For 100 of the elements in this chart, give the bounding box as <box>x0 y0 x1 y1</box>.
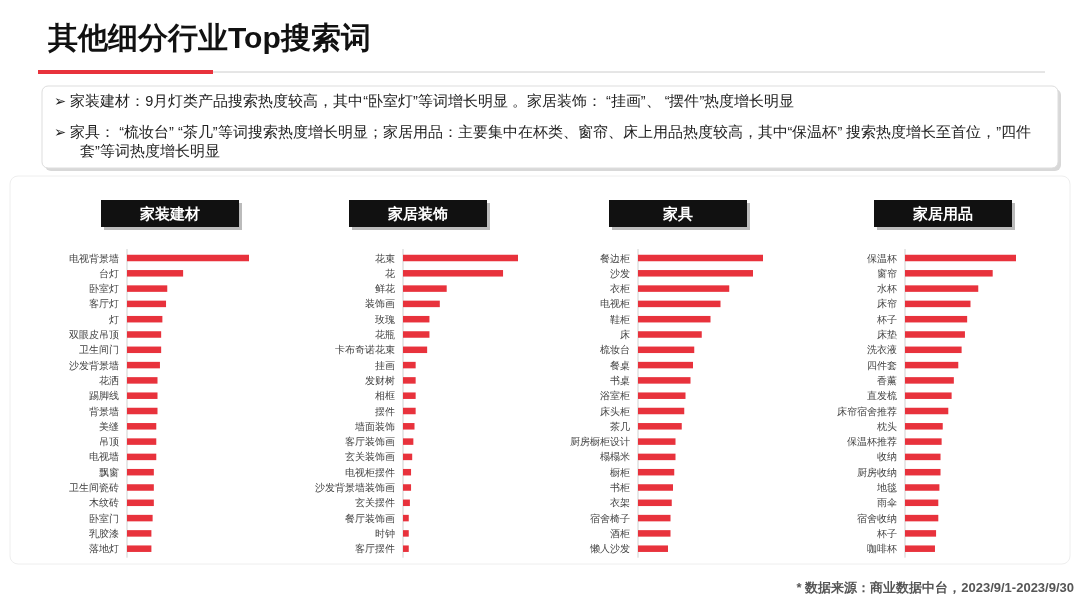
bar <box>905 468 941 476</box>
y-tick-label: 卧室灯 <box>89 283 119 295</box>
y-tick-label: 玄关装饰画 <box>345 451 395 463</box>
y-tick-label: 酒柜 <box>610 527 630 539</box>
bar <box>403 346 428 354</box>
y-tick-label: 餐桌 <box>610 359 630 371</box>
bar <box>638 468 675 476</box>
y-tick-label: 沙发背景墙 <box>69 359 119 371</box>
y-tick-label: 花洒 <box>99 374 119 386</box>
y-tick-label: 发财树 <box>365 374 395 386</box>
bar <box>127 468 154 476</box>
bar <box>403 530 409 537</box>
bar <box>127 453 157 461</box>
y-tick-label: 客厅灯 <box>89 298 119 310</box>
y-tick-label: 书柜 <box>610 482 630 493</box>
y-tick-label: 双眼皮吊顶 <box>69 329 119 340</box>
bar <box>403 254 518 262</box>
bar <box>403 514 409 522</box>
bar <box>127 545 152 552</box>
y-tick-label: 花 <box>385 267 395 279</box>
bar <box>905 545 935 552</box>
bar <box>905 346 962 354</box>
bar <box>638 453 676 461</box>
bar <box>638 377 691 384</box>
y-tick-label: 卫生间瓷砖 <box>69 482 119 493</box>
y-tick-label: 餐厅装饰画 <box>345 512 395 524</box>
bar <box>403 545 409 552</box>
y-tick-label: 宿舍收纳 <box>857 512 897 524</box>
y-tick-label: 客厅装饰画 <box>345 436 395 448</box>
bar <box>403 392 416 399</box>
y-tick-label: 乳胶漆 <box>89 527 119 539</box>
bar <box>403 361 416 369</box>
y-tick-label: 餐边柜 <box>600 252 630 264</box>
bar <box>905 285 979 292</box>
bar <box>905 407 949 415</box>
y-tick-label: 玫瑰 <box>375 313 395 325</box>
bar <box>638 361 693 369</box>
y-tick-label: 床头柜 <box>600 405 630 417</box>
bar <box>403 438 414 445</box>
bar <box>905 254 1016 262</box>
y-tick-label: 装饰画 <box>365 298 395 310</box>
text: ➢ 家装建材：9月灯类产品搜索热度较高，其中“卧室灯”等词增长明显 。家居装饰： “挂画”、 “摆件”热度增长明显 <box>54 93 795 109</box>
y-tick-label: 电视墙 <box>89 451 119 463</box>
y-tick-label: 茶几 <box>610 420 630 432</box>
y-tick-label: 收纳 <box>877 451 897 463</box>
bar <box>638 346 695 354</box>
bar <box>403 300 440 308</box>
bar <box>638 484 673 491</box>
bar <box>638 254 763 262</box>
y-tick-label: 电视柜 <box>600 298 630 310</box>
bar <box>638 331 702 338</box>
y-tick-label: 枕头 <box>876 420 897 432</box>
y-tick-label: 杯子 <box>876 313 897 325</box>
bar <box>905 392 952 399</box>
y-tick-label: 飘窗 <box>99 466 119 478</box>
bar <box>638 499 672 507</box>
bar <box>905 438 942 445</box>
bar <box>905 361 959 369</box>
bar <box>127 254 249 262</box>
bar <box>638 530 671 537</box>
bar <box>638 423 682 430</box>
y-tick-label: 挂画 <box>375 359 395 371</box>
bar <box>403 331 430 338</box>
y-tick-label: 卧室门 <box>89 512 119 524</box>
y-tick-label: 电视柜摆件 <box>345 466 395 478</box>
bar <box>403 285 447 292</box>
y-tick-label: 洗衣液 <box>867 344 897 356</box>
bar <box>127 530 152 537</box>
y-tick-label: 相框 <box>375 390 395 402</box>
bar <box>127 514 153 522</box>
chart-title: 家具 <box>662 205 693 222</box>
y-tick-label: 窗帘 <box>877 267 897 279</box>
y-tick-label: 咖啡杯 <box>867 543 897 555</box>
y-tick-label: 衣架 <box>610 497 630 509</box>
y-tick-label: 浴室柜 <box>600 390 630 402</box>
y-tick-label: 沙发 <box>610 267 630 279</box>
bar <box>638 438 676 445</box>
bar <box>905 514 939 522</box>
bar <box>403 407 416 415</box>
y-tick-label: 宿舍椅子 <box>590 512 630 524</box>
bar <box>127 285 168 292</box>
y-tick-label: 落地灯 <box>89 543 119 555</box>
bar <box>403 468 412 476</box>
bar <box>905 453 941 461</box>
bar <box>905 530 937 537</box>
bar <box>638 407 685 415</box>
y-tick-label: 保温杯 <box>867 252 897 264</box>
bar <box>905 315 968 323</box>
y-tick-label: 地毯 <box>876 482 897 493</box>
bar <box>127 407 158 415</box>
bar <box>127 361 160 369</box>
y-tick-label: 吊顶 <box>99 436 119 448</box>
bar <box>638 270 753 277</box>
bar <box>403 484 412 491</box>
bar <box>127 438 157 445</box>
text: ➢ 家具： “梳妆台” “茶几”等词搜索热度增长明显；家居用品：主要集中在杯类、窗帘、床上用品热度较高，其中“保温杯” 搜索热度增长至首位，”四件套”等词热度增长明显 <box>54 124 1032 159</box>
bar <box>403 453 413 461</box>
y-tick-label: 电视背景墙 <box>69 252 119 264</box>
y-tick-label: 花束 <box>375 252 395 264</box>
y-tick-label: 灯 <box>109 313 119 325</box>
